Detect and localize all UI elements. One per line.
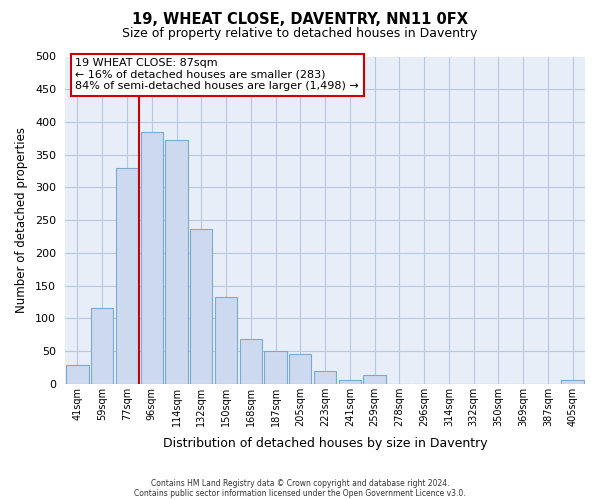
Text: 19 WHEAT CLOSE: 87sqm
← 16% of detached houses are smaller (283)
84% of semi-det: 19 WHEAT CLOSE: 87sqm ← 16% of detached …: [76, 58, 359, 92]
Text: Contains HM Land Registry data © Crown copyright and database right 2024.: Contains HM Land Registry data © Crown c…: [151, 478, 449, 488]
Bar: [166, 140, 188, 384]
Bar: [239, 339, 262, 384]
Y-axis label: Number of detached properties: Number of detached properties: [15, 127, 28, 313]
Text: 19, WHEAT CLOSE, DAVENTRY, NN11 0FX: 19, WHEAT CLOSE, DAVENTRY, NN11 0FX: [132, 12, 468, 28]
Bar: [562, 380, 584, 384]
Bar: [140, 132, 163, 384]
Bar: [265, 351, 287, 384]
Bar: [91, 308, 113, 384]
Bar: [67, 366, 89, 384]
Bar: [190, 228, 212, 384]
X-axis label: Distribution of detached houses by size in Daventry: Distribution of detached houses by size …: [163, 437, 487, 450]
Bar: [289, 354, 311, 384]
Bar: [116, 168, 138, 384]
Text: Contains public sector information licensed under the Open Government Licence v3: Contains public sector information licen…: [134, 488, 466, 498]
Text: Size of property relative to detached houses in Daventry: Size of property relative to detached ho…: [122, 28, 478, 40]
Bar: [215, 296, 237, 384]
Bar: [364, 374, 386, 384]
Bar: [338, 380, 361, 384]
Bar: [314, 372, 336, 384]
